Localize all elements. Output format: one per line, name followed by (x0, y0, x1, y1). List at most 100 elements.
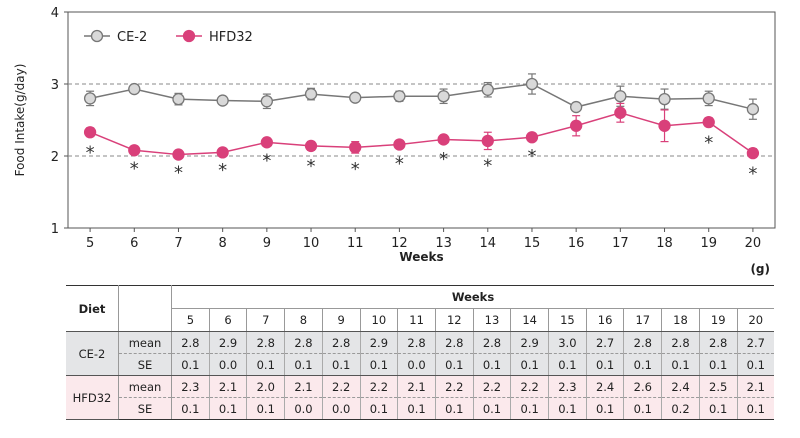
x-tick-label: 14 (480, 236, 497, 251)
data-point (304, 87, 318, 101)
table-cell: 0.1 (698, 353, 738, 376)
data-point (614, 90, 627, 103)
data-point (128, 82, 141, 96)
x-tick-label: 9 (263, 236, 271, 251)
data-point (525, 131, 539, 144)
data-point (658, 119, 671, 132)
week-numbers-row: 5 6 7 8 9 10 11 12 13 14 15 16 17 18 19 20 (66, 308, 774, 332)
week-header-cell: 20 (736, 308, 774, 332)
legend-marker-0 (90, 29, 104, 43)
table-row: CE-2 mean 2.8 2.9 2.8 2.8 2.8 2.9 2.8 2.8 2.8 2.9 3.… (66, 331, 774, 376)
significance-marker: * (262, 150, 271, 171)
table-cell: 2.4 (661, 375, 700, 398)
table-cell: 0.1 (472, 353, 511, 376)
diet-group-label: HFD32 (66, 375, 119, 420)
significance-marker: * (307, 156, 316, 177)
x-tick-label: 13 (435, 236, 452, 251)
data-point (525, 77, 539, 91)
table-cell: 0.1 (208, 397, 247, 420)
week-header-cell: 10 (359, 308, 398, 332)
data-point (393, 138, 406, 151)
table-cell: 2.2 (434, 375, 474, 398)
table-cell: 0.2 (661, 397, 700, 420)
x-tick-label: 17 (612, 236, 629, 251)
table-cell: 0.1 (736, 397, 774, 420)
diet-header: Diet (66, 285, 119, 332)
x-tick-label: 8 (219, 236, 227, 251)
x-tick-label: 18 (656, 236, 673, 251)
table-cell: 2.2 (359, 375, 398, 398)
table-cell: 2.8 (284, 331, 323, 354)
week-header-cell: 9 (321, 308, 361, 332)
table-cell: 0.0 (397, 353, 436, 376)
table-cell: 0.1 (472, 397, 511, 420)
table-cell: 2.2 (321, 375, 361, 398)
week-header-cell: 15 (548, 308, 587, 332)
data-point (172, 92, 185, 106)
table-row: HFD32 mean 2.3 2.1 2.0 2.1 2.2 2.2 2.1 2.2 2.2 2.2 2… (66, 375, 774, 420)
data-point (658, 92, 671, 106)
week-header-cell: 16 (585, 308, 624, 332)
data-point (746, 103, 760, 116)
x-tick-label: 10 (303, 236, 320, 251)
table-cell: 2.7 (585, 331, 624, 354)
data-point (172, 148, 185, 161)
table-body: CE-2 mean 2.8 2.9 2.8 2.8 2.8 2.9 2.8 2.8 2.8 2.9 3.… (66, 331, 774, 420)
table-cell: 0.1 (359, 397, 398, 420)
y-tick-label: 4 (51, 6, 59, 21)
table-cell: 0.1 (246, 353, 285, 376)
table-cell: 0.1 (171, 397, 210, 420)
data-point (437, 90, 450, 103)
significance-marker: * (439, 149, 448, 170)
significance-marker: * (483, 156, 492, 177)
table-cell: 3.0 (548, 331, 587, 354)
data-point (260, 136, 273, 149)
table-cell: 0.1 (246, 397, 285, 420)
data-point (216, 146, 229, 159)
legend-marker-1 (182, 29, 196, 43)
data-point (349, 141, 362, 154)
significance-marker: * (527, 146, 536, 167)
data-point (260, 95, 273, 108)
table-cell: 2.8 (623, 331, 662, 354)
data-point (614, 106, 627, 119)
week-header-cell: 13 (472, 308, 511, 332)
data-point (570, 100, 583, 114)
table-cell: 0.0 (321, 397, 361, 420)
table-cell: 2.8 (661, 331, 700, 354)
weeks-header: Weeks (171, 285, 774, 309)
table-cell: 2.9 (510, 331, 549, 354)
table-cell: 0.1 (434, 397, 474, 420)
significance-marker: * (748, 163, 757, 184)
table-cell: 2.8 (397, 331, 436, 354)
x-tick-label: 20 (745, 236, 762, 251)
table-cell: 0.1 (510, 353, 549, 376)
table-cell: 0.1 (434, 353, 474, 376)
data-point (216, 94, 229, 107)
table-cell: 0.1 (661, 353, 700, 376)
x-tick-label: 11 (347, 236, 364, 251)
stat-header (118, 285, 172, 332)
series-line-1 (89, 112, 754, 156)
table-cell: 0.1 (359, 353, 398, 376)
table-cell: 0.1 (698, 397, 738, 420)
x-tick-label: 16 (568, 236, 585, 251)
week-header-cell: 11 (397, 308, 436, 332)
table-cell: 2.6 (623, 375, 662, 398)
table-cell: 2.9 (208, 331, 247, 354)
x-tick-label: 15 (524, 236, 541, 251)
week-header-cell: 7 (246, 308, 285, 332)
significance-marker: * (86, 143, 95, 164)
table-cell: 2.0 (246, 375, 285, 398)
x-tick-label: 7 (174, 236, 182, 251)
table-cell: 0.1 (321, 353, 361, 376)
table-cell: 2.4 (585, 375, 624, 398)
legend-label-1: HFD32 (209, 30, 253, 45)
data-point (393, 90, 406, 103)
table-cell: 2.3 (171, 375, 210, 398)
data-point (83, 126, 97, 139)
table-cell: 2.8 (246, 331, 285, 354)
x-axis-label: Weeks (399, 250, 443, 264)
diet-group-label: CE-2 (66, 331, 119, 376)
